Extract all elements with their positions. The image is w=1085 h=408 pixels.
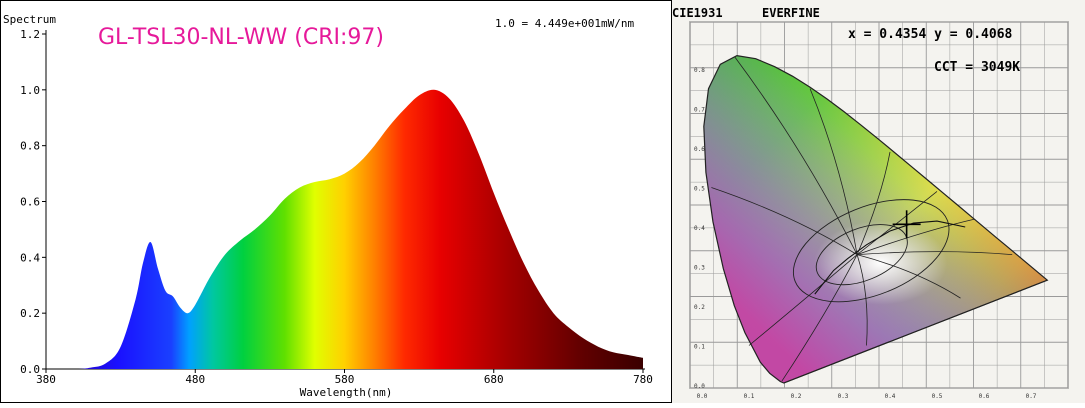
y-tick-label: 1.2 <box>20 28 40 41</box>
spectrum-ticks: 0.0 0.2 0.4 0.6 0.8 1.0 1.2 380 480 580 680 780 <box>20 28 653 386</box>
spectrum-xlabel: Wavelength(nm) <box>300 386 393 399</box>
cie-x-tick-label: 0.4 <box>885 393 896 400</box>
planckian-locus <box>814 220 966 295</box>
region-boundary <box>809 88 858 255</box>
spectrum-area <box>46 89 643 370</box>
cie-y-tick-label: 0.7 <box>694 107 705 114</box>
cie-x-tick-label: 0.1 <box>744 393 755 400</box>
cie-y-tick-label: 0.8 <box>694 67 705 74</box>
spectrum-scale-note: 1.0 = 4.449e+001mW/nm <box>495 17 634 30</box>
region-boundary <box>781 254 858 382</box>
y-tick-label: 0.4 <box>20 251 40 264</box>
cie-y-tick-label: 0.6 <box>694 146 705 153</box>
y-tick-label: 0.2 <box>20 307 40 320</box>
cie-cct-readout: CCT = 3049K <box>934 60 1020 75</box>
region-boundary <box>856 191 938 255</box>
cie-y-tick-label: 0.2 <box>694 304 705 311</box>
region-boundary <box>856 151 891 255</box>
x-tick-label: 680 <box>484 373 504 386</box>
cie-y-tick-label: 0.0 <box>694 383 705 390</box>
cie-title: CIE1931 <box>672 6 723 20</box>
region-boundary <box>856 254 868 346</box>
spectral-locus <box>703 54 1049 384</box>
y-tick-label: 0.8 <box>20 140 40 153</box>
spectrum-chart: 0.0 0.2 0.4 0.6 0.8 1.0 1.2 380 480 580 680 780 Spe… <box>3 13 653 399</box>
cie-x-tick-label: 0.6 <box>979 393 990 400</box>
x-tick-label: 480 <box>185 373 205 386</box>
region-boundary <box>856 254 961 299</box>
x-tick-label: 380 <box>36 373 56 386</box>
cie-diagram: 0.0 0.1 0.2 0.3 0.4 0.5 0.6 0.7 0.8 0.0 0.1 0.2 0.3 0… <box>672 0 1085 403</box>
cie-fill-white <box>776 190 967 311</box>
cie-brand: EVERFINE <box>762 6 820 20</box>
cie-xy-readout: x = 0.4354 y = 0.4068 <box>848 27 1013 42</box>
region-boundary <box>857 251 1013 256</box>
region-boundary <box>856 218 975 256</box>
spectrum-panel: 0.0 0.2 0.4 0.6 0.8 1.0 1.2 380 480 580 680 780 Spe… <box>0 0 672 403</box>
region-boundary <box>748 254 858 346</box>
white-region-ellipse <box>792 199 950 303</box>
cie-tick-labels: 0.0 0.1 0.2 0.3 0.4 0.5 0.6 0.7 0.8 0.0 0.1 0.2 0.3 0… <box>694 67 1037 400</box>
cie-region-lines <box>711 56 1048 384</box>
cie-y-tick-label: 0.1 <box>694 344 705 351</box>
x-tick-label: 580 <box>335 373 355 386</box>
cie-x-tick-label: 0.0 <box>697 393 708 400</box>
purple-line <box>783 279 1048 384</box>
y-tick-label: 0.0 <box>20 363 40 376</box>
spectrum-corner-label: Spectrum <box>3 13 56 26</box>
spectrum-title: GL-TSL30-NL-WW (CRI:97) <box>98 25 384 50</box>
cie-y-tick-label: 0.5 <box>694 186 705 193</box>
cie-x-tick-label: 0.5 <box>932 393 943 400</box>
chromaticity-marker <box>892 210 921 239</box>
cie-y-tick-label: 0.4 <box>694 225 705 232</box>
y-tick-label: 1.0 <box>20 84 40 97</box>
cie-x-tick-label: 0.2 <box>791 393 802 400</box>
x-tick-label: 780 <box>633 373 653 386</box>
cie-x-tick-label: 0.7 <box>1026 393 1037 400</box>
region-boundary <box>734 56 858 255</box>
cie-x-tick-label: 0.3 <box>838 393 849 400</box>
y-tick-label: 0.6 <box>20 196 40 209</box>
region-boundary <box>711 187 858 255</box>
cie-y-tick-label: 0.3 <box>694 265 705 272</box>
cie-panel: 0.0 0.1 0.2 0.3 0.4 0.5 0.6 0.7 0.8 0.0 0.1 0.2 0.3 0… <box>672 0 1085 403</box>
